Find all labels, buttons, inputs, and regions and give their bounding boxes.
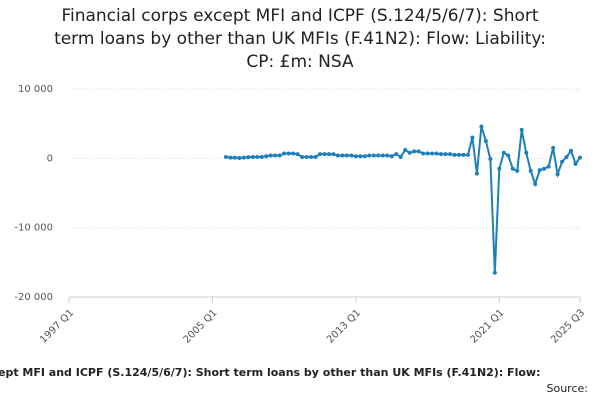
- chart-title: Financial corps except MFI and ICPF (S.1…: [61, 6, 538, 26]
- point: [259, 154, 264, 159]
- point: [479, 124, 484, 129]
- point: [335, 153, 340, 158]
- point: [380, 153, 385, 158]
- point: [326, 152, 331, 157]
- point: [560, 159, 565, 164]
- point: [385, 153, 390, 158]
- point: [344, 153, 349, 158]
- point: [412, 149, 417, 154]
- chart-title: CP: £m: NSA: [246, 52, 354, 72]
- point: [573, 161, 578, 166]
- point: [371, 153, 376, 158]
- point: [524, 150, 529, 155]
- point: [228, 155, 233, 160]
- chart-title: term loans by other than UK MFIs (F.41N2…: [54, 29, 546, 49]
- point: [403, 148, 408, 153]
- point: [515, 168, 520, 173]
- point: [546, 164, 551, 169]
- point: [564, 154, 569, 159]
- point: [340, 153, 345, 158]
- point: [421, 151, 426, 156]
- x-tick-label: 2005 Q1: [182, 307, 220, 345]
- x-tick-label: 2021 Q1: [468, 307, 506, 345]
- point: [246, 155, 251, 160]
- point: [510, 166, 515, 171]
- point: [223, 154, 228, 159]
- y-tick-label: -20 000: [14, 292, 53, 303]
- point: [389, 154, 394, 159]
- point: [304, 154, 309, 159]
- point: [439, 152, 444, 157]
- point: [452, 152, 457, 157]
- y-tick-label: 0: [47, 153, 53, 164]
- line: [225, 126, 581, 273]
- point: [273, 153, 278, 158]
- point: [295, 152, 300, 157]
- x-tick-label: 2013 Q1: [325, 307, 363, 345]
- point: [268, 153, 273, 158]
- point: [528, 168, 533, 173]
- point: [533, 181, 538, 186]
- point: [537, 168, 542, 173]
- point: [264, 154, 269, 159]
- point: [461, 152, 466, 157]
- point: [434, 151, 439, 156]
- point: [300, 154, 305, 159]
- point: [291, 151, 296, 156]
- point: [331, 152, 336, 157]
- point: [555, 172, 560, 177]
- point: [286, 151, 291, 156]
- point: [282, 151, 287, 156]
- point: [398, 154, 403, 159]
- point: [488, 157, 493, 162]
- point: [542, 166, 547, 171]
- source: Source:: [547, 382, 589, 395]
- point: [358, 154, 363, 159]
- point: [353, 154, 358, 159]
- x-tick-label: 2025 Q3: [549, 307, 587, 345]
- point: [501, 150, 506, 155]
- point: [569, 148, 574, 153]
- x-tick-label: 1997 Q1: [38, 307, 76, 345]
- point: [376, 153, 381, 158]
- point: [367, 153, 372, 158]
- point: [474, 171, 479, 176]
- point: [362, 154, 367, 159]
- point: [506, 153, 511, 158]
- point: [551, 145, 556, 150]
- point: [407, 150, 412, 155]
- point: [309, 154, 314, 159]
- point: [250, 154, 255, 159]
- point: [519, 127, 524, 132]
- footer: ept MFI and ICPF (S.124/5/6/7): Short te…: [0, 366, 540, 379]
- point: [470, 135, 475, 140]
- point: [492, 270, 497, 275]
- point: [349, 153, 354, 158]
- point: [322, 152, 327, 157]
- y-tick-label: -10 000: [14, 223, 53, 234]
- point: [578, 155, 582, 160]
- point: [237, 155, 242, 160]
- point: [465, 152, 470, 157]
- point: [416, 149, 421, 154]
- y-tick-label: 10 000: [18, 84, 53, 95]
- point: [456, 152, 461, 157]
- point: [241, 155, 246, 160]
- point: [443, 152, 448, 157]
- point: [448, 152, 453, 157]
- point: [394, 152, 399, 157]
- point: [277, 153, 282, 158]
- point: [425, 151, 430, 156]
- point: [430, 151, 435, 156]
- point: [255, 154, 260, 159]
- point: [232, 155, 237, 160]
- point: [318, 152, 323, 157]
- point: [313, 154, 318, 159]
- point: [497, 166, 502, 171]
- point: [483, 139, 488, 143]
